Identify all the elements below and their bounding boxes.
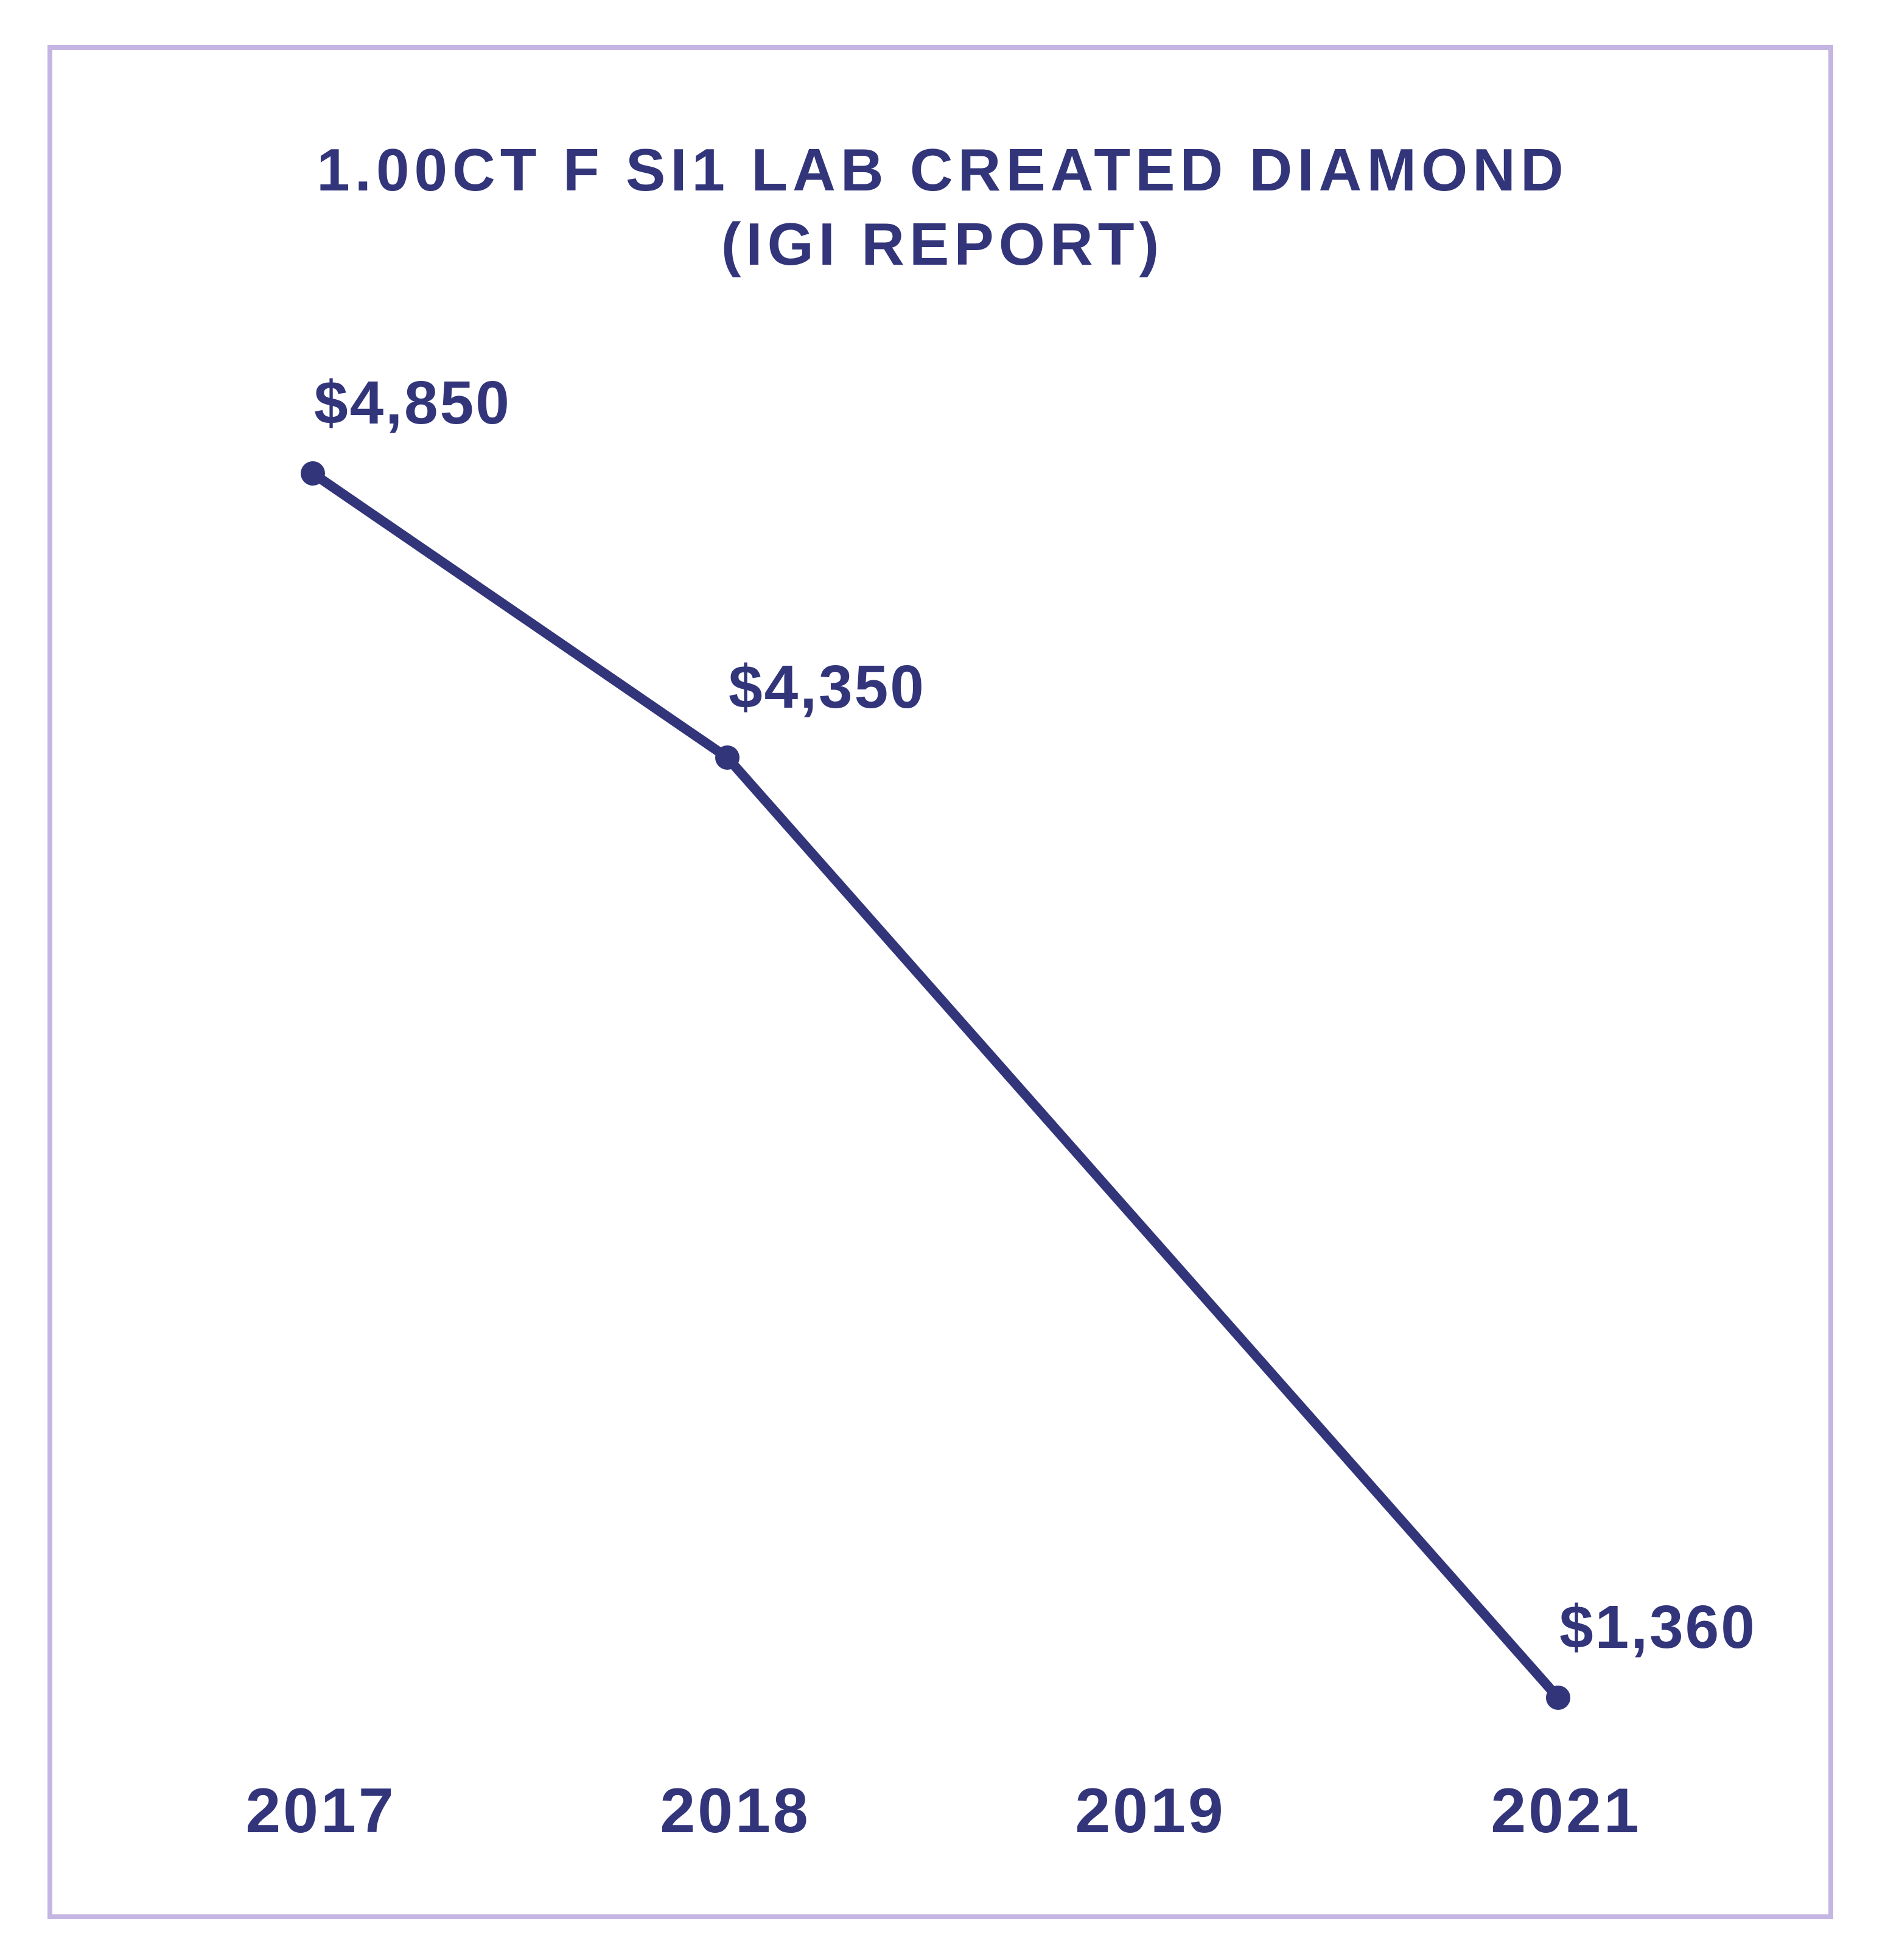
- chart-title-line-2: (IGI REPORT): [721, 211, 1164, 277]
- data-label-2021: $1,360: [1559, 1593, 1757, 1661]
- data-point-2021: [1546, 1686, 1570, 1710]
- data-label-2017: $4,850: [314, 369, 511, 437]
- x-tick-label-2019: 2019: [1075, 1776, 1225, 1846]
- x-tick-label-2018: 2018: [660, 1776, 810, 1846]
- data-label-2018: $4,350: [729, 653, 926, 721]
- x-tick-label-2017: 2017: [245, 1776, 396, 1846]
- series-line: [310, 469, 1562, 1701]
- chart-title: 1.00CT F SI1 LAB CREATED DIAMOND (IGI RE…: [0, 133, 1885, 281]
- data-point-2018: [715, 745, 740, 770]
- chart-frame: [47, 45, 1833, 1919]
- x-tick-label-2021: 2021: [1491, 1776, 1641, 1846]
- chart-title-line-1: 1.00CT F SI1 LAB CREATED DIAMOND: [316, 136, 1569, 203]
- data-point-2017: [301, 461, 325, 486]
